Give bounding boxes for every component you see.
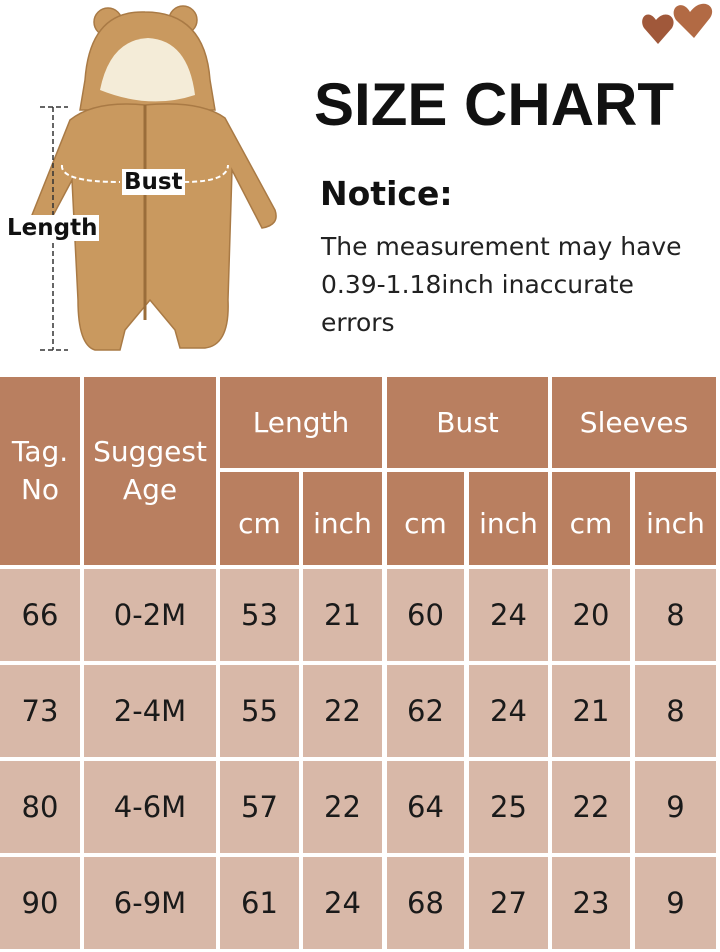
cell-age: 6-9M [84, 857, 216, 949]
cell-length-cm: 57 [220, 761, 299, 853]
cell-sleeves-inch: 9 [635, 857, 716, 949]
cell-sleeves-cm: 23 [552, 857, 630, 949]
notice-text: The measurement may have 0.39-1.18inch i… [321, 232, 682, 337]
cell-bust-cm: 62 [387, 665, 464, 757]
cell-bust-inch: 25 [469, 761, 548, 853]
cell-length-inch: 24 [303, 857, 382, 949]
cell-bust-cm: 68 [387, 857, 464, 949]
cell-length-inch: 22 [303, 665, 382, 757]
cell-sleeves-inch: 8 [635, 569, 716, 661]
cell-length-inch: 22 [303, 761, 382, 853]
cell-bust-cm: 60 [387, 569, 464, 661]
cell-sleeves-cm: 20 [552, 569, 630, 661]
cell-tag-no: 90 [0, 857, 80, 949]
cell-length-cm: 53 [220, 569, 299, 661]
header-tag-no: Tag. No [0, 377, 80, 565]
subheader-sleeves-inch: inch [635, 472, 716, 565]
subheader-bust-inch: inch [469, 472, 548, 565]
header-bust: Bust [387, 377, 548, 468]
cell-length-inch: 21 [303, 569, 382, 661]
cell-sleeves-cm: 22 [552, 761, 630, 853]
subheader-length-inch: inch [303, 472, 382, 565]
cell-sleeves-inch: 8 [635, 665, 716, 757]
cell-sleeves-cm: 21 [552, 665, 630, 757]
subheader-length-cm: cm [220, 472, 299, 565]
cell-bust-cm: 64 [387, 761, 464, 853]
cell-tag-no: 80 [0, 761, 80, 853]
cell-bust-inch: 24 [469, 569, 548, 661]
cell-tag-no: 66 [0, 569, 80, 661]
length-label: Length [5, 215, 100, 241]
cell-age: 4-6M [84, 761, 216, 853]
cell-age: 0-2M [84, 569, 216, 661]
header-suggest-age: Suggest Age [84, 377, 216, 565]
subheader-bust-cm: cm [387, 472, 464, 565]
cell-bust-inch: 27 [469, 857, 548, 949]
header-sleeves: Sleeves [552, 377, 716, 468]
bust-label: Bust [122, 169, 185, 195]
notice-heading: Notice: [320, 174, 453, 213]
subheader-sleeves-cm: cm [552, 472, 630, 565]
cell-age: 2-4M [84, 665, 216, 757]
cell-bust-inch: 24 [469, 665, 548, 757]
cell-sleeves-inch: 9 [635, 761, 716, 853]
cell-length-cm: 61 [220, 857, 299, 949]
header-length: Length [220, 377, 382, 468]
page-title: SIZE CHART [314, 71, 674, 138]
cell-tag-no: 73 [0, 665, 80, 757]
cell-length-cm: 55 [220, 665, 299, 757]
romper-illustration [28, 5, 277, 351]
hearts-icon [642, 3, 713, 44]
